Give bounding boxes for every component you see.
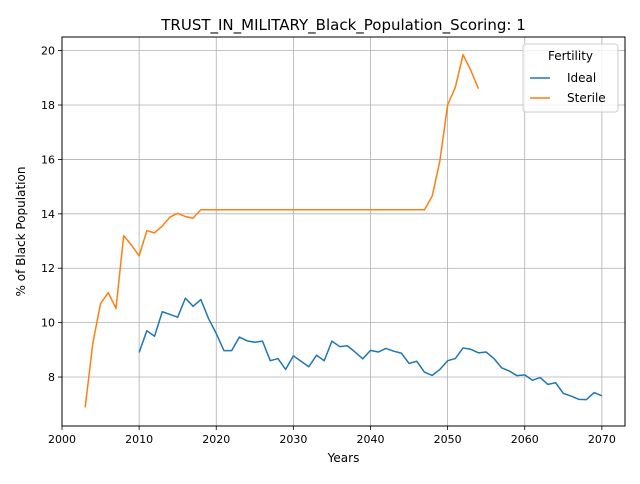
x-axis-label: Years: [327, 451, 360, 465]
plot-frame: [61, 36, 626, 427]
y-tick-label: 14: [41, 208, 55, 221]
legend-label-ideal: Ideal: [567, 71, 596, 85]
legend-box: [522, 43, 619, 113]
y-tick-label: 18: [41, 99, 55, 112]
y-tick-label: 20: [41, 45, 55, 58]
x-tick-label: 2000: [48, 433, 76, 446]
x-tick-label: 2010: [125, 433, 153, 446]
x-tick-label: 2040: [356, 433, 384, 446]
x-tick-label: 2050: [434, 433, 462, 446]
y-tick-label: 16: [41, 153, 55, 166]
legend: Fertility Ideal Sterile: [522, 43, 619, 113]
y-tick-label: 10: [41, 317, 55, 330]
legend-label-sterile: Sterile: [567, 91, 606, 105]
series-line-sterile: [84, 53, 480, 408]
series-line-ideal: [138, 297, 603, 401]
x-tick-label: 2020: [202, 433, 230, 446]
legend-title: Fertility: [548, 49, 593, 63]
chart-title: TRUST_IN_MILITARY_Black_Population_Scori…: [160, 16, 526, 35]
x-tick-label: 2030: [279, 433, 307, 446]
y-axis-label: % of Black Population: [14, 167, 28, 297]
x-tick-label: 2070: [588, 433, 616, 446]
y-tick-label: 8: [48, 371, 55, 384]
axis-ticks: 2000 2010 2020 2030 2040 2050 2060 2070 8 10 12 14 1…: [41, 45, 616, 446]
series-lines: [84, 53, 603, 408]
y-tick-label: 12: [41, 262, 55, 275]
x-tick-label: 2060: [511, 433, 539, 446]
